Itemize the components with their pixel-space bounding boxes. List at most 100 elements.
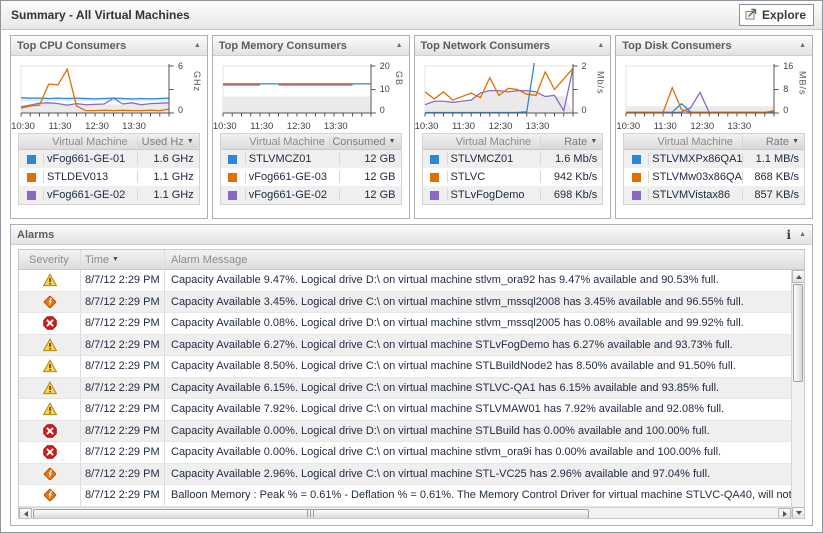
- explore-label: Explore: [761, 8, 806, 22]
- top-memory-consumers-panel: Top Memory Consumers ▲ 20 10 0 GB 10:30 1…: [211, 35, 410, 219]
- table-header: Virtual Machine Consumed ▼: [220, 134, 401, 150]
- vertical-scroll-thumb[interactable]: [793, 284, 803, 382]
- column-header-time[interactable]: Time ▼: [81, 250, 165, 269]
- table-row[interactable]: STLvFogDemo 698 Kb/s: [422, 186, 603, 204]
- series-color-swatch: [430, 154, 439, 164]
- table-row[interactable]: STLVMw03x86QA3 868 KB/s: [624, 168, 804, 186]
- alarm-time: 8/7/12 2:29 PM: [81, 313, 165, 334]
- vm-value: 1.6 Mb/s: [540, 153, 602, 165]
- alarm-row[interactable]: 8/7/12 2:29 PM Capacity Available 0.00%. …: [19, 442, 791, 464]
- alarm-message: Capacity Available 6.15%. Logical drive …: [171, 381, 720, 394]
- collapse-icon[interactable]: ▲: [597, 42, 605, 49]
- alarm-row[interactable]: 8/7/12 2:29 PM Capacity Available 9.47%. …: [19, 270, 791, 292]
- y-axis-labels: 20 10 0: [379, 61, 390, 115]
- network-consumers-chart: 2 0 Mb/s 10:30 11:30 12:30 13:30: [415, 56, 611, 133]
- table-row[interactable]: STLDEV013 1.1 GHz: [19, 168, 199, 186]
- vertical-scrollbar[interactable]: [791, 270, 804, 518]
- vm-value: 1.1 MB/s: [742, 153, 804, 165]
- vm-name: STLDEV013: [43, 171, 137, 183]
- alarm-message: Capacity Available 3.45%. Logical drive …: [171, 295, 744, 308]
- table-header: Virtual Machine Rate ▼: [422, 134, 603, 150]
- vm-name: STLVMCZ01: [244, 153, 339, 165]
- x-axis-labels: 10:30 11:30 12:30 13:30: [11, 121, 146, 132]
- scroll-left-button[interactable]: [19, 507, 32, 518]
- vm-name: STLVMCZ01: [446, 153, 541, 165]
- alarm-message: Capacity Available 0.08%. Logical drive …: [171, 317, 744, 330]
- column-header-rate[interactable]: Rate ▼: [742, 135, 804, 148]
- critical-icon: [43, 295, 57, 309]
- collapse-icon[interactable]: ▲: [799, 231, 806, 238]
- alarm-time: 8/7/12 2:29 PM: [81, 420, 165, 441]
- table-row[interactable]: vFog661-GE-02 1.1 GHz: [19, 186, 199, 204]
- alarm-row[interactable]: 8/7/12 2:29 PM Capacity Available 7.92%. …: [19, 399, 791, 421]
- table-row[interactable]: STLVMXPx86QA1 1.1 MB/s: [624, 150, 804, 168]
- explore-icon: [745, 7, 758, 23]
- alarm-row[interactable]: 8/7/12 2:29 PM Capacity Available 6.27%. …: [19, 334, 791, 356]
- alarm-row[interactable]: 8/7/12 2:29 PM Capacity Available 0.00%. …: [19, 420, 791, 442]
- collapse-icon[interactable]: ▲: [395, 42, 403, 49]
- table-row[interactable]: STLVC 942 Kb/s: [422, 168, 603, 186]
- panel-header: Top Disk Consumers ▲: [616, 36, 812, 56]
- vm-name: vFog661-GE-01: [43, 153, 137, 165]
- warning-icon: [42, 380, 57, 395]
- alarm-time: 8/7/12 2:29 PM: [81, 270, 165, 291]
- explore-button[interactable]: Explore: [738, 4, 814, 26]
- scroll-up-button[interactable]: [792, 270, 804, 283]
- panel-header: Top CPU Consumers ▲: [11, 36, 207, 56]
- column-header-alarm-message[interactable]: Alarm Message: [171, 253, 248, 266]
- y-axis-labels: 6 0: [178, 61, 184, 115]
- column-header-virtual-machine[interactable]: Virtual Machine: [52, 135, 128, 148]
- scroll-right-button[interactable]: [778, 507, 791, 518]
- table-row[interactable]: STLVMVistax86 857 KB/s: [624, 186, 804, 204]
- horizontal-scroll-thumb[interactable]: [33, 508, 589, 518]
- column-header-severity[interactable]: Severity: [19, 250, 81, 269]
- table-row[interactable]: vFog661-GE-01 1.6 GHz: [19, 150, 199, 168]
- alarms-panel: Alarms i ▲ Severity Time ▼ Alarm Message …: [10, 224, 813, 526]
- network-sparkline: [424, 63, 578, 117]
- alarm-message: Capacity Available 2.96%. Logical drive …: [171, 467, 711, 480]
- column-header-rate[interactable]: Rate ▼: [540, 135, 603, 148]
- top-disk-consumers-panel: Top Disk Consumers ▲ 16 8 0 MB/s 10:30 11…: [615, 35, 813, 219]
- memory-consumers-table: Virtual Machine Consumed ▼ STLVMCZ01 12 G…: [219, 133, 402, 205]
- column-header-virtual-machine[interactable]: Virtual Machine: [657, 135, 733, 148]
- table-row[interactable]: STLVMCZ01 12 GB: [220, 150, 401, 168]
- warning-icon: [42, 402, 57, 416]
- vm-value: 12 GB: [338, 171, 401, 183]
- alarms-title: Alarms: [17, 228, 55, 241]
- alarm-row[interactable]: 8/7/12 2:29 PM Capacity Available 6.15%. …: [19, 377, 791, 399]
- memory-sparkline: [222, 64, 376, 117]
- alarm-time: 8/7/12 2:29 PM: [81, 463, 165, 484]
- sort-desc-icon: ▼: [590, 138, 598, 145]
- table-header: Virtual Machine Used Hz ▼: [19, 134, 199, 150]
- alarm-time: 8/7/12 2:29 PM: [81, 485, 165, 506]
- column-header-used-hz[interactable]: Used Hz ▼: [136, 135, 199, 148]
- alarm-row[interactable]: 8/7/12 2:29 PM Capacity Available 0.08%. …: [19, 313, 791, 335]
- alarm-row[interactable]: 8/7/12 2:29 PM Capacity Available 8.50%. …: [19, 356, 791, 378]
- alarm-row[interactable]: 8/7/12 2:29 PM Capacity Available 2.96%. …: [19, 463, 791, 485]
- cpu-sparkline: [20, 64, 174, 117]
- vm-value: 942 Kb/s: [540, 171, 602, 183]
- table-row[interactable]: STLVMCZ01 1.6 Mb/s: [422, 150, 603, 168]
- sort-desc-icon: ▼: [388, 138, 396, 145]
- column-header-consumed[interactable]: Consumed ▼: [329, 135, 401, 148]
- scroll-down-button[interactable]: [792, 506, 804, 518]
- alarm-row[interactable]: 8/7/12 2:29 PM Balloon Memory : Peak % = …: [19, 485, 791, 507]
- series-color-swatch: [631, 172, 641, 182]
- alarm-message: Capacity Available 9.47%. Logical drive …: [171, 274, 719, 287]
- alarm-row[interactable]: 8/7/12 2:29 PM Capacity Available 3.45%. …: [19, 291, 791, 313]
- table-row[interactable]: vFog661-GE-02 12 GB: [220, 186, 401, 204]
- collapse-icon[interactable]: ▲: [193, 42, 201, 49]
- page-title: Summary - All Virtual Machines: [11, 8, 190, 22]
- column-header-virtual-machine[interactable]: Virtual Machine: [249, 135, 325, 148]
- info-icon[interactable]: i: [786, 227, 792, 242]
- panel-title: Top Network Consumers: [420, 39, 550, 52]
- sort-desc-icon: ▼: [792, 138, 799, 145]
- vm-name: STLvFogDemo: [446, 189, 541, 201]
- column-header-virtual-machine[interactable]: Virtual Machine: [455, 135, 532, 148]
- table-row[interactable]: vFog661-GE-03 12 GB: [220, 168, 401, 186]
- horizontal-scrollbar[interactable]: [19, 506, 791, 518]
- collapse-icon[interactable]: ▲: [799, 42, 806, 49]
- fatal-icon: [42, 424, 57, 438]
- vm-value: 698 Kb/s: [540, 189, 602, 201]
